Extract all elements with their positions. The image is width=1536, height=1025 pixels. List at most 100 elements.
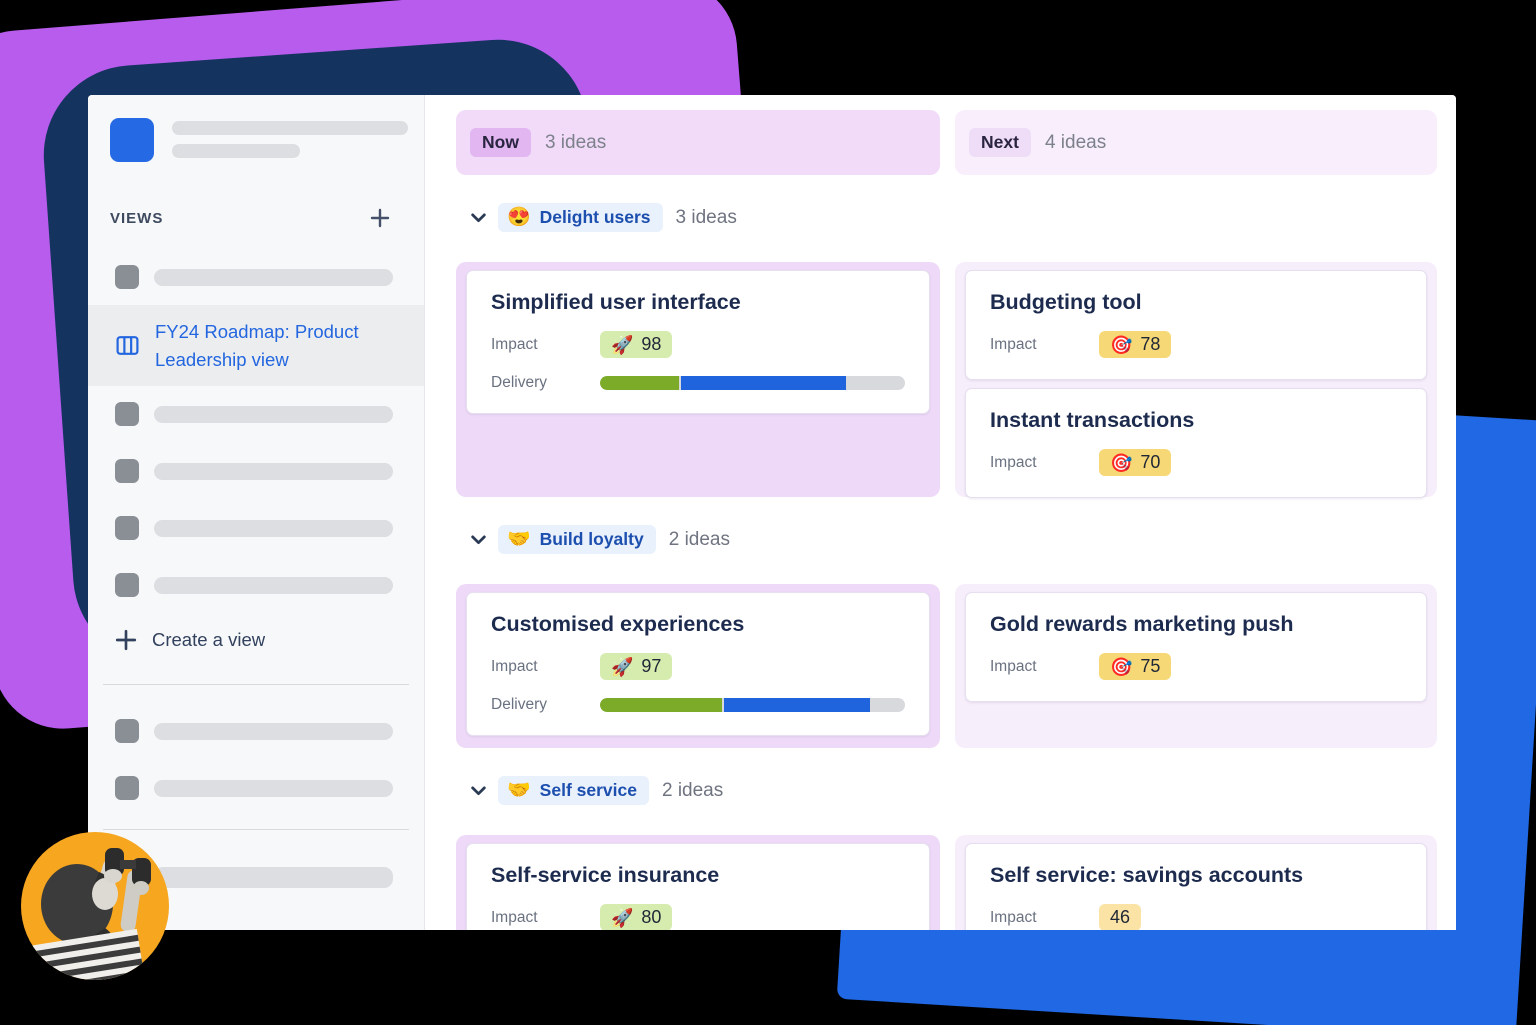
impact-score-badge: 🎯 78: [1099, 331, 1172, 358]
section-emoji-icon: 😍: [507, 207, 531, 228]
card-title: Self service: savings accounts: [990, 863, 1304, 887]
impact-value: 78: [1140, 334, 1161, 354]
impact-score-badge: 🎯 70: [1099, 449, 1172, 476]
column-header-now: Now 3 ideas: [456, 110, 940, 175]
card-group-now: Customised experiences Impact 🚀 97 Delivery: [456, 584, 940, 748]
person-binoculars-image: [21, 832, 169, 980]
sidebar-view-item-skeleton[interactable]: [115, 459, 424, 483]
card-group-now: Self-service insurance Impact 🚀 80: [456, 835, 940, 930]
card-title: Instant transactions: [990, 408, 1195, 432]
view-icon-placeholder: [115, 402, 139, 426]
impact-row: Impact 🚀 98: [491, 331, 905, 358]
delivery-progress-bar: [600, 376, 905, 390]
app-window: VIEWS FY24 Roadmap: Product Leadership v…: [88, 95, 1456, 930]
workspace-header: [88, 95, 424, 162]
section-label: Self service: [539, 780, 637, 800]
impact-row: Impact 🚀 80: [491, 904, 905, 930]
impact-label: Impact: [990, 908, 1037, 926]
sidebar-view-item-skeleton[interactable]: [115, 516, 424, 540]
impact-score-badge: 🚀 97: [600, 653, 673, 680]
section-emoji-icon: 🤝: [507, 780, 531, 801]
impact-score-badge: 46: [1099, 904, 1142, 930]
impact-label: Impact: [990, 453, 1037, 471]
idea-card[interactable]: Instant transactions Impact 🎯 70: [965, 388, 1427, 498]
view-icon-placeholder: [115, 573, 139, 597]
card-title: Gold rewards marketing push: [990, 612, 1294, 636]
section-label: Build loyalty: [539, 529, 644, 549]
skeleton-bar: [154, 268, 393, 286]
section-label-chip[interactable]: 😍 Delight users: [498, 203, 663, 232]
view-icon-placeholder: [115, 459, 139, 483]
section-header: 🤝 Build loyalty 2 ideas: [470, 525, 1437, 554]
delivery-progress-bar: [600, 698, 905, 712]
impact-score-badge: 🎯 75: [1099, 653, 1172, 680]
card-title: Budgeting tool: [990, 290, 1142, 314]
impact-value: 97: [641, 656, 662, 676]
progress-segment-inprogress: [724, 698, 871, 712]
chevron-down-icon[interactable]: [470, 782, 487, 799]
card-title: Customised experiences: [491, 612, 745, 636]
impact-value: 75: [1140, 656, 1161, 676]
progress-segment-done: [600, 376, 680, 390]
skeleton-bar: [154, 866, 393, 888]
section-ideas-count: 2 ideas: [661, 779, 724, 801]
active-view-label: FY24 Roadmap: Product Leadership view: [155, 320, 359, 370]
rocket-emoji-icon: 🚀: [611, 334, 634, 355]
impact-label: Impact: [491, 335, 538, 353]
sidebar-view-item-skeleton[interactable]: [115, 402, 424, 426]
idea-card[interactable]: Self-service insurance Impact 🚀 80: [466, 843, 930, 930]
chevron-down-icon[interactable]: [470, 531, 487, 548]
sidebar-item-skeleton[interactable]: [115, 776, 424, 800]
next-ideas-count: 4 ideas: [1044, 131, 1107, 153]
section-label-chip[interactable]: 🤝 Build loyalty: [498, 525, 656, 554]
skeleton-bar: [154, 462, 393, 480]
board-main-area: Now 3 ideas Next 4 ideas 😍 Delight users 3…: [425, 95, 1456, 930]
card-group-next: Budgeting tool Impact 🎯 78 Instant transacti…: [955, 262, 1437, 498]
target-emoji-icon: 🎯: [1110, 452, 1133, 473]
sidebar-item-skeleton[interactable]: [115, 719, 424, 743]
sidebar-item-fy24-roadmap[interactable]: FY24 Roadmap: Product Leadership view: [88, 305, 424, 386]
view-icon-placeholder: [115, 516, 139, 540]
board-view-icon: [116, 336, 139, 355]
section-ideas-count: 3 ideas: [675, 206, 737, 228]
add-view-icon[interactable]: [370, 208, 390, 228]
delivery-label: Delivery: [491, 696, 547, 713]
idea-card[interactable]: Self service: savings accounts Impact 46: [965, 843, 1427, 930]
section-label-chip[interactable]: 🤝 Self service: [498, 776, 649, 805]
card-title: Simplified user interface: [491, 290, 741, 314]
sidebar-view-item-skeleton[interactable]: [115, 573, 424, 597]
create-view-button[interactable]: Create a view: [115, 629, 424, 651]
delivery-row: Delivery: [491, 696, 905, 714]
skeleton-bar: [154, 405, 393, 423]
card-group-next: Gold rewards marketing push Impact 🎯 75: [955, 584, 1437, 748]
section-header: 🤝 Self service 2 ideas: [470, 776, 1437, 805]
rocket-emoji-icon: 🚀: [611, 907, 634, 928]
progress-segment-inprogress: [681, 376, 846, 390]
section-header: 😍 Delight users 3 ideas: [470, 203, 1437, 232]
impact-row: Impact 46: [990, 904, 1402, 930]
divider: [103, 684, 409, 685]
section-label: Delight users: [539, 207, 651, 227]
item-icon-placeholder: [115, 776, 139, 800]
now-ideas-count: 3 ideas: [544, 131, 607, 153]
impact-label: Impact: [990, 657, 1037, 675]
plus-icon: [115, 629, 137, 651]
idea-card[interactable]: Customised experiences Impact 🚀 97 Delivery: [466, 592, 930, 736]
idea-card[interactable]: Budgeting tool Impact 🎯 78: [965, 270, 1427, 380]
card-title: Self-service insurance: [491, 863, 720, 887]
section-card-row: Customised experiences Impact 🚀 97 Delivery G…: [456, 584, 1437, 748]
target-emoji-icon: 🎯: [1110, 656, 1133, 677]
impact-row: Impact 🎯 78: [990, 331, 1402, 358]
item-icon-placeholder: [115, 719, 139, 743]
idea-card[interactable]: Simplified user interface Impact 🚀 98 Delive…: [466, 270, 930, 414]
impact-row: Impact 🎯 75: [990, 653, 1402, 680]
sidebar-view-item-skeleton[interactable]: [115, 265, 424, 289]
idea-card[interactable]: Gold rewards marketing push Impact 🎯 75: [965, 592, 1427, 702]
chevron-down-icon[interactable]: [470, 209, 487, 226]
impact-score-badge: 🚀 80: [600, 904, 673, 930]
progress-segment-done: [600, 698, 722, 712]
divider: [103, 829, 409, 830]
skeleton-bar: [172, 144, 300, 158]
view-icon-placeholder: [115, 265, 139, 289]
